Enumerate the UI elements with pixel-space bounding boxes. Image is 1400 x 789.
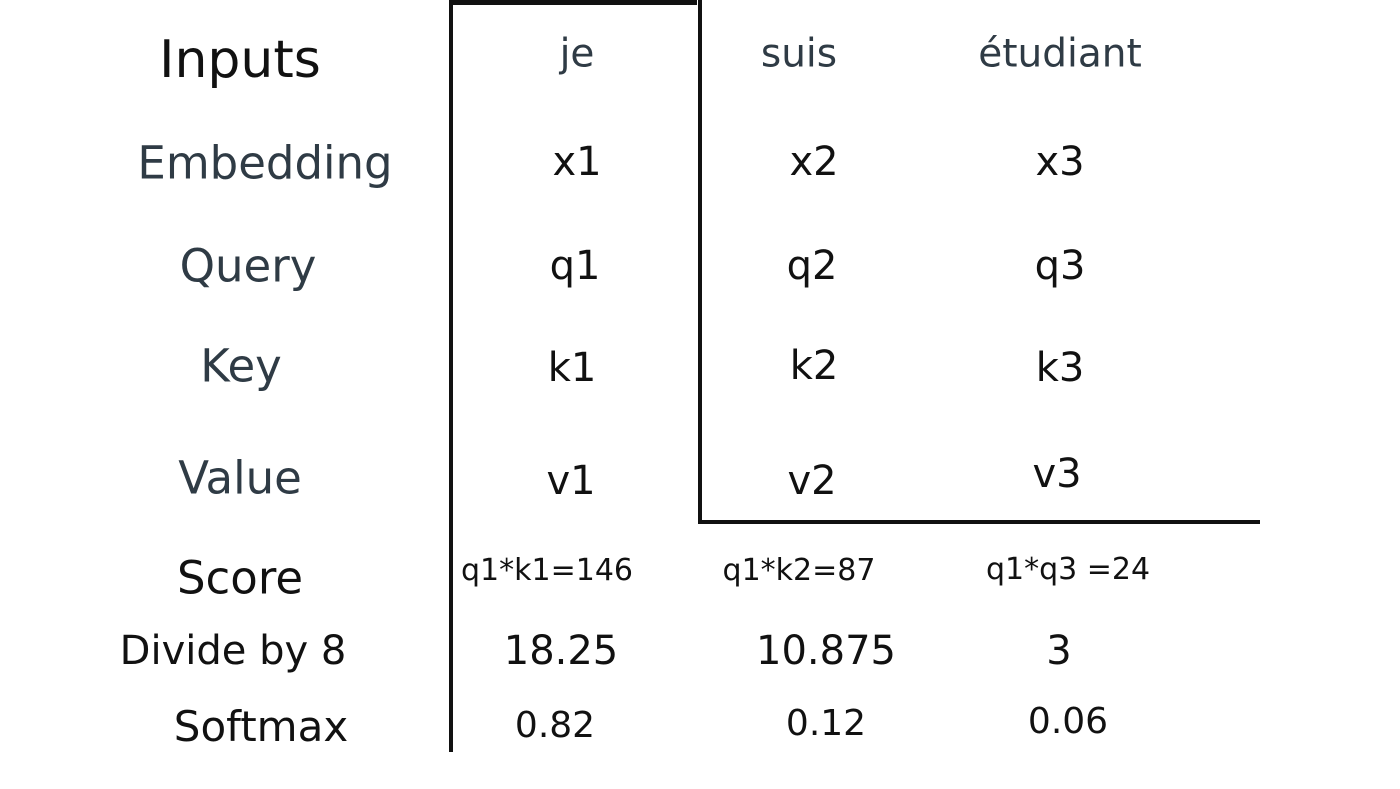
key-cell-3: k3	[1035, 345, 1085, 391]
row-label-embedding: Embedding	[137, 136, 393, 190]
softmax-cell-2: 0.12	[785, 703, 867, 744]
key-cell-1: k1	[547, 345, 597, 391]
score-cell-3: q1*q3 =24	[985, 552, 1151, 587]
bottom-right-bracket-line	[700, 520, 1260, 524]
row-label-inputs: Inputs	[159, 30, 321, 90]
query-cell-1: q1	[549, 243, 601, 289]
softmax-cell-1: 0.82	[514, 705, 596, 746]
query-cell-3: q3	[1034, 243, 1086, 289]
middle-vertical-line	[698, 0, 702, 524]
embedding-cell-2: x2	[789, 139, 839, 185]
row-label-divide-by-8: Divide by 8	[119, 628, 347, 674]
score-cell-1: q1*k1=146	[461, 553, 633, 588]
embedding-cell-1: x1	[552, 139, 602, 185]
input-word-3: étudiant	[978, 31, 1142, 77]
row-label-softmax: Softmax	[173, 702, 349, 751]
divide-cell-2: 10.875	[756, 628, 896, 674]
value-cell-2: v2	[787, 458, 837, 504]
row-label-key: Key	[200, 339, 282, 393]
row-label-score: Score	[176, 551, 304, 605]
value-cell-1: v1	[546, 458, 596, 504]
embedding-cell-3: x3	[1035, 139, 1085, 185]
value-cell-3: v3	[1032, 451, 1082, 497]
softmax-cell-3: 0.06	[1027, 701, 1109, 742]
row-label-value: Value	[178, 451, 302, 505]
left-vertical-line	[449, 0, 453, 752]
query-cell-2: q2	[786, 243, 838, 289]
input-word-1: je	[559, 31, 595, 77]
key-cell-2: k2	[789, 343, 839, 389]
top-bracket-line	[449, 0, 697, 5]
input-word-2: suis	[760, 31, 838, 77]
score-cell-2: q1*k2=87	[722, 553, 876, 588]
row-label-query: Query	[179, 239, 317, 293]
divide-cell-1: 18.25	[503, 628, 619, 674]
divide-cell-3: 3	[1046, 628, 1072, 674]
